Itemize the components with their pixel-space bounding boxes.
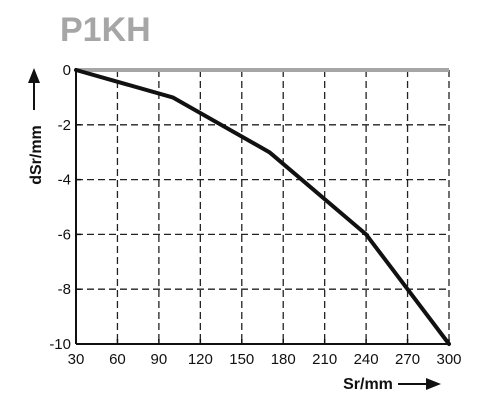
grid: [75, 69, 450, 345]
x-tick-label: 180: [271, 351, 296, 368]
y-tick-labels: 0 -2 -4 -6 -8 -10: [49, 62, 71, 353]
x-tick-label: 270: [395, 351, 420, 368]
y-axis-label-group: dSr/mm: [28, 68, 45, 185]
x-tick-label: 300: [436, 351, 461, 368]
y-tick-label: 0: [63, 62, 71, 79]
x-axis-label: Sr/mm: [343, 376, 393, 393]
y-tick-label: -8: [58, 281, 71, 298]
x-tick-label: 90: [151, 351, 168, 368]
x-axis-label-group: Sr/mm: [343, 376, 441, 393]
x-tick-label: 120: [188, 351, 213, 368]
x-tick-label: 150: [229, 351, 254, 368]
series-line: [74, 68, 451, 346]
y-tick-label: -6: [58, 226, 71, 243]
y-tick-label: -2: [58, 117, 71, 134]
y-tick-label: -4: [58, 172, 71, 189]
x-tick-label: 240: [354, 351, 379, 368]
chart-title: P1KH: [60, 11, 151, 49]
x-tick-labels: 30 60 90 120 150 180 210 240 270 300: [68, 351, 462, 368]
y-axis-label: dSr/mm: [28, 125, 45, 185]
y-axis-arrow-head: [28, 68, 40, 83]
axes: [75, 68, 450, 345]
y-tick-label: -10: [49, 336, 71, 353]
series-lines: [74, 68, 451, 346]
x-axis-arrow-head: [426, 378, 441, 390]
x-tick-label: 60: [109, 351, 126, 368]
x-tick-label: 30: [68, 351, 85, 368]
x-tick-label: 210: [312, 351, 337, 368]
